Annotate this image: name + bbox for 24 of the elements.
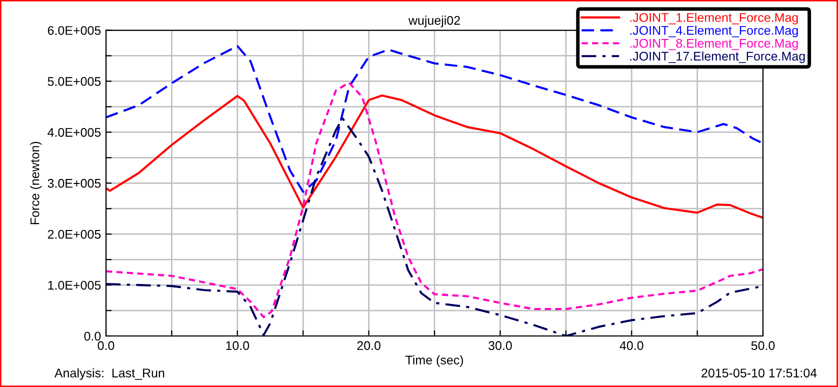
x-axis-title: Time (sec) bbox=[406, 355, 464, 367]
x-tick-label: 20.0 bbox=[357, 341, 380, 350]
y-tick-label: 3.0E+005 bbox=[48, 178, 101, 188]
x-tick-label: 0.0 bbox=[98, 341, 114, 350]
legend-label: .JOINT_4.Element_Force.Mag bbox=[630, 26, 798, 38]
y-tick-label: 6.0E+005 bbox=[48, 26, 101, 35]
legend-label: .JOINT_17.Element_Force.Mag bbox=[630, 51, 805, 64]
x-tick-label: 50.0 bbox=[751, 341, 775, 350]
chart-title: wujueji02 bbox=[408, 16, 460, 28]
y-tick-label: 2.0E+005 bbox=[48, 230, 101, 239]
x-tick-label: 40.0 bbox=[620, 341, 644, 350]
text: Analysis: Last_Run bbox=[54, 368, 164, 380]
y-tick-label: 4.0E+005 bbox=[48, 128, 101, 137]
line-series bbox=[106, 94, 763, 219]
y-tick-label: 0.0 bbox=[84, 332, 101, 341]
y-tick-label: 1.0E+005 bbox=[48, 280, 101, 290]
legend-label: .JOINT_8.Element_Force.Mag bbox=[630, 38, 798, 50]
y-axis-title: Force (newton) bbox=[30, 142, 42, 224]
x-tick-label: 10.0 bbox=[226, 341, 250, 350]
text: 2015-05-10 17:51:04 bbox=[702, 368, 817, 378]
x-tick-label: 30.0 bbox=[488, 341, 512, 350]
y-tick-label: 5.0E+005 bbox=[48, 77, 101, 86]
legend-label: .JOINT_1.Element_Force.Mag bbox=[630, 12, 798, 24]
line-series bbox=[106, 82, 763, 318]
